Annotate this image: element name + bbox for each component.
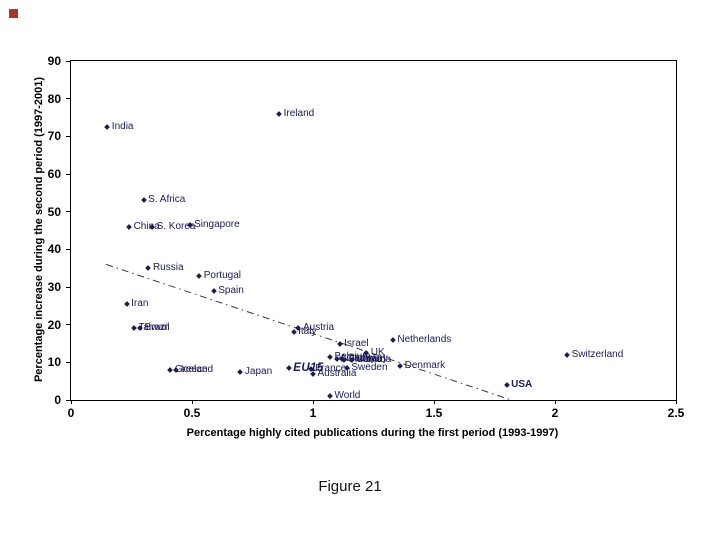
slide-accent-square: [9, 9, 18, 18]
y-tick-label: 60: [47, 167, 61, 181]
point-label-singapore: Singapore: [194, 218, 240, 230]
y-tick-label: 40: [47, 242, 61, 257]
point-label-japan: Japan: [244, 365, 273, 377]
trendline: [105, 263, 512, 401]
y-tick-mark: [66, 286, 71, 288]
x-axis-title: Percentage highly cited publications dur…: [186, 427, 559, 439]
trendline-layer: [105, 263, 512, 401]
x-tick-label: 1: [309, 406, 317, 420]
y-tick-mark: [66, 173, 71, 175]
point-label-iran: Iran: [131, 297, 149, 309]
point-label-taiwan: Taiwan: [138, 322, 170, 334]
x-tick-label: 2.5: [667, 406, 685, 420]
point-label-norway: Norway: [341, 352, 376, 364]
x-tick-mark: [554, 400, 556, 404]
point-label-s-africa: S. Africa: [148, 194, 186, 206]
point-label-finland: Finland: [348, 354, 382, 366]
point-label-iceland: Iceland: [180, 363, 214, 375]
y-tick-mark: [66, 60, 71, 62]
point-label-israel: Israel: [344, 337, 369, 349]
y-tick-mark: [66, 211, 71, 213]
y-tick-label: 90: [47, 54, 61, 68]
y-tick-mark: [66, 361, 71, 363]
y-tick-mark: [66, 324, 71, 326]
x-tick-label: 0: [67, 406, 75, 420]
point-label-germany: Germany: [346, 352, 388, 364]
point-label-spain: Spain: [218, 284, 244, 296]
point-label-canada: Canada: [356, 354, 392, 366]
point-label-s-korea: S. Korea: [156, 220, 196, 232]
y-tick-mark: [66, 135, 71, 137]
x-tick-mark: [70, 400, 72, 404]
y-tick-label: 20: [47, 317, 61, 332]
y-axis-title: Percentage increase during the second pe…: [33, 76, 45, 383]
x-tick-mark: [312, 400, 314, 404]
point-label-netherlands: Netherlands: [397, 333, 452, 345]
y-tick-label: 50: [47, 204, 61, 219]
y-tick-label: 80: [47, 91, 61, 106]
point-label-australia: Australia: [317, 367, 357, 379]
point-label-russia: Russia: [152, 262, 184, 274]
figure-caption: Figure 21: [318, 478, 382, 495]
x-tick-label: 1.5: [425, 406, 443, 420]
point-label-world: World: [334, 390, 361, 402]
y-tick-label: 30: [47, 280, 61, 294]
y-tick-mark: [66, 98, 71, 100]
point-label-switzerland: Switzerland: [571, 348, 624, 360]
point-label-china: China: [133, 220, 160, 232]
point-label-ireland: Ireland: [283, 107, 315, 119]
point-label-brazil: Brazil: [144, 322, 170, 334]
y-tick-label: 0: [54, 393, 61, 407]
point-label-portugal: Portugal: [203, 269, 241, 281]
point-label-france: France: [315, 362, 347, 374]
point-label-belgium: Belgium: [334, 350, 371, 362]
point-label-greece: Greece: [174, 363, 208, 375]
point-label-uk: UK: [370, 346, 385, 358]
x-tick-mark: [675, 400, 677, 404]
point-label-india: India: [111, 120, 134, 132]
plot-area: 0 10 20 30 40 50 60 70 80 90 0 0.5 1 1.5 2 2.5 India Irel…: [48, 54, 685, 420]
point-label-denmark: Denmark: [404, 360, 446, 372]
x-tick-mark: [191, 400, 193, 404]
y-tick-mark: [66, 399, 71, 401]
point-label-sweden: Sweden: [351, 361, 388, 373]
x-tick-mark: [433, 400, 435, 404]
y-tick-mark: [66, 248, 71, 250]
point-label-austria: Austria: [302, 322, 335, 334]
y-tick-label: 70: [47, 129, 61, 144]
x-tick-label: 0.5: [183, 406, 201, 420]
x-tick-label: 2: [551, 406, 559, 420]
y-tick-label: 10: [47, 355, 61, 370]
point-label-usa: USA: [511, 378, 533, 390]
point-label-italy: Italy: [298, 326, 317, 338]
